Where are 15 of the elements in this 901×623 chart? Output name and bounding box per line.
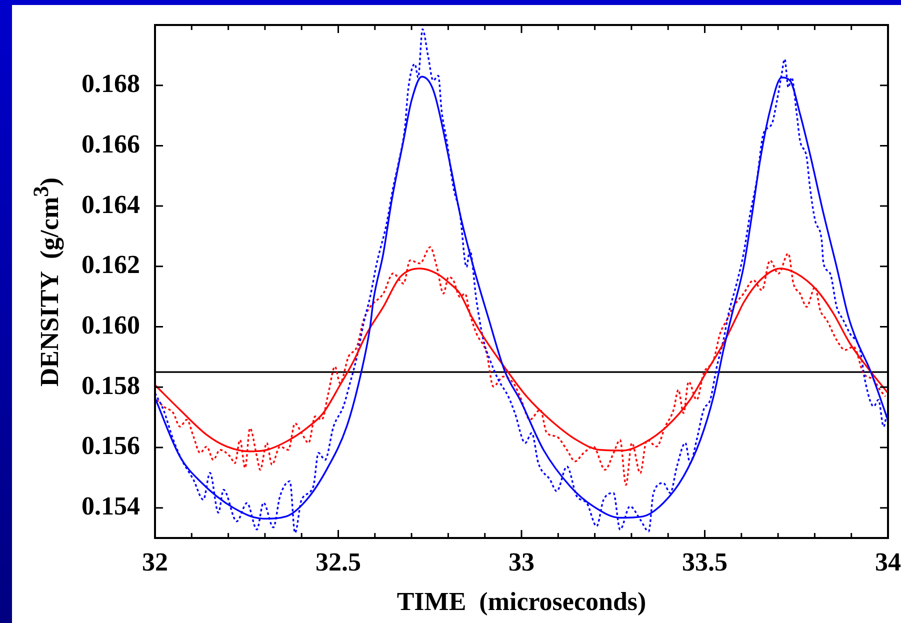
y-tick-label: 0.162	[82, 250, 140, 280]
x-tick-label: 32.5	[316, 547, 361, 576]
y-tick-label: 0.156	[82, 431, 140, 460]
x-tick-label: 32	[142, 547, 168, 576]
x-axis-title: TIME (microseconds)	[396, 587, 646, 616]
x-tick-label: 33.5	[682, 547, 728, 576]
y-tick-label: 0.158	[82, 370, 140, 400]
y-tick-label: 0.160	[82, 310, 140, 340]
y-tick-label: 0.166	[82, 129, 140, 158]
x-tick-label: 34	[875, 547, 901, 576]
y-tick-label: 0.154	[82, 492, 140, 521]
y-tick-label: 0.168	[82, 69, 140, 98]
line-series	[156, 246, 886, 486]
x-tick-label: 33	[508, 547, 534, 576]
y-tick-label: 0.164	[82, 190, 140, 219]
